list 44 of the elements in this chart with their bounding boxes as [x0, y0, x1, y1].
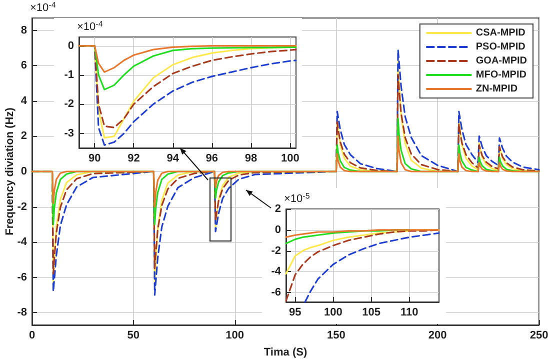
legend-label: GOA-MPID — [476, 56, 527, 66]
line-series — [78, 44, 297, 73]
x-tick-label: 98 — [244, 152, 258, 164]
y-tick-label: -8 — [17, 306, 27, 319]
legend-label: ZN-MPID — [476, 84, 518, 94]
y-tick-label: -6 — [271, 286, 281, 299]
legend-label: PSO-MPID — [476, 42, 526, 52]
line-series — [285, 229, 440, 238]
x-tick-label: 100 — [226, 330, 244, 342]
x-tick-label: 250 — [530, 330, 548, 342]
y-tick-label: -1 — [64, 68, 74, 81]
x-tick-label: 200 — [428, 330, 447, 342]
y-tick-label: -6 — [17, 271, 27, 284]
x-tick-label: 50 — [127, 330, 140, 342]
x-tick-label: 100 — [324, 306, 342, 318]
x-tick-label: 150 — [327, 330, 346, 342]
y-tick-label: 0 — [68, 40, 74, 52]
x-tick-label: 94 — [166, 152, 180, 164]
y-tick-label: 2 — [20, 130, 27, 142]
x-tick-label: 105 — [362, 306, 380, 318]
x-tick-label: 96 — [206, 152, 218, 164]
y-tick-label: -4 — [271, 266, 282, 278]
y-tick-label: 8 — [20, 24, 27, 36]
x-tick-label: 100 — [280, 152, 300, 164]
x-tick-label: 90 — [88, 152, 101, 164]
y-tick-label: -3 — [64, 127, 74, 140]
y-tick-label: -2 — [17, 200, 27, 213]
y-tick-label: 0 — [20, 166, 27, 178]
x-tick-label: 0 — [28, 330, 36, 342]
x-axis-title: Tima (S) — [264, 346, 308, 358]
legend-label: CSA-MPID — [476, 28, 526, 38]
y-tick-label: -2 — [64, 98, 74, 110]
x-tick-label: 92 — [128, 152, 140, 164]
legend-label: MFO-MPID — [476, 70, 526, 80]
y-tick-label: -4 — [17, 236, 28, 248]
y-tick-label: -2 — [271, 244, 281, 257]
y-tick-label: 2 — [274, 203, 281, 215]
y-tick-label: 4 — [20, 94, 28, 107]
y-axis-title: Frequency diviation (Hz) — [4, 107, 16, 236]
x-tick-label: 95 — [289, 306, 302, 318]
y-tick-label: 6 — [20, 60, 27, 72]
y-tick-label: 0 — [274, 224, 281, 236]
line-series — [304, 232, 440, 303]
x-tick-label: 110 — [400, 306, 418, 318]
